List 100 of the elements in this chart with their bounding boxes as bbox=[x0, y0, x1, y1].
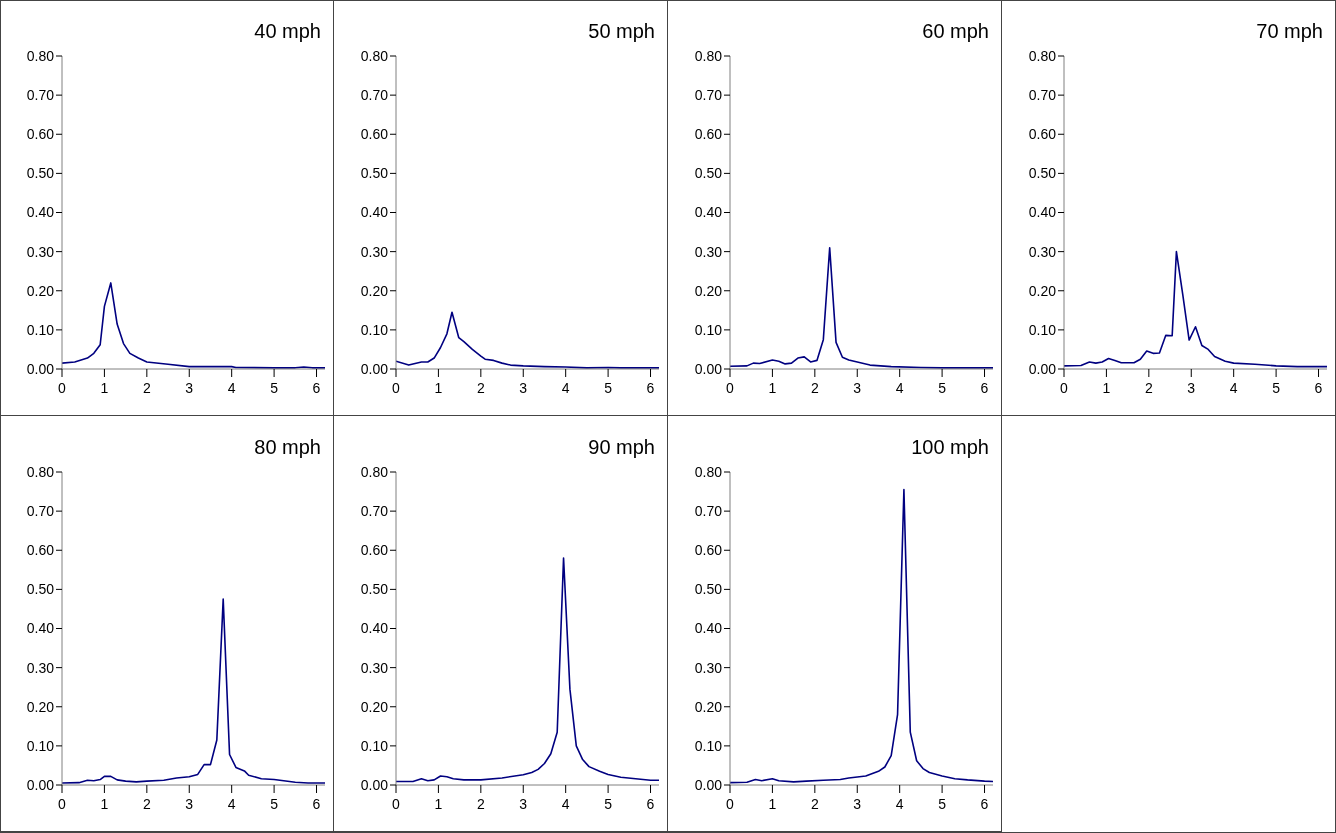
y-tick-label: 0.10 bbox=[360, 321, 389, 338]
x-tick-label: 3 bbox=[519, 379, 528, 396]
x-tick-label: 3 bbox=[853, 379, 862, 396]
x-tick-label: 5 bbox=[604, 795, 613, 812]
y-tick-label: 0.30 bbox=[1028, 243, 1057, 260]
x-tick-label: 6 bbox=[646, 795, 655, 812]
y-tick-label: 0.20 bbox=[360, 698, 389, 715]
x-tick-label: 3 bbox=[185, 795, 194, 812]
x-tick-label: 5 bbox=[270, 795, 279, 812]
x-tick-label: 4 bbox=[227, 379, 236, 396]
y-tick-label: 0.00 bbox=[694, 776, 723, 793]
x-tick-label: 0 bbox=[58, 795, 67, 812]
x-tick-label: 5 bbox=[938, 379, 947, 396]
y-tick-label: 0.30 bbox=[26, 659, 55, 676]
x-tick-label: 3 bbox=[853, 795, 862, 812]
y-tick-label: 0.40 bbox=[1028, 204, 1057, 221]
y-tick-label: 0.70 bbox=[26, 87, 55, 104]
x-tick-label: 2 bbox=[476, 795, 485, 812]
chart-title: 40 mph bbox=[254, 20, 321, 43]
x-tick-label: 3 bbox=[1187, 379, 1196, 396]
x-tick-label: 0 bbox=[726, 795, 735, 812]
x-tick-label: 3 bbox=[519, 795, 528, 812]
x-tick-label: 2 bbox=[810, 379, 819, 396]
x-tick-label: 5 bbox=[270, 379, 279, 396]
y-tick-label: 0.40 bbox=[694, 620, 723, 637]
y-tick-label: 0.70 bbox=[1028, 87, 1057, 104]
y-tick-label: 0.10 bbox=[360, 737, 389, 754]
y-tick-label: 0.40 bbox=[26, 204, 55, 221]
y-tick-label: 0.30 bbox=[360, 243, 389, 260]
y-tick-label: 0.20 bbox=[1028, 282, 1057, 299]
x-tick-label: 4 bbox=[1229, 379, 1238, 396]
y-tick-label: 0.80 bbox=[360, 463, 389, 480]
chart-title: 90 mph bbox=[588, 436, 655, 459]
x-tick-label: 4 bbox=[227, 795, 236, 812]
y-tick-label: 0.40 bbox=[694, 204, 723, 221]
y-tick-label: 0.70 bbox=[360, 503, 389, 520]
y-tick-label: 0.20 bbox=[694, 282, 723, 299]
y-tick-label: 0.20 bbox=[360, 282, 389, 299]
x-tick-label: 2 bbox=[476, 379, 485, 396]
y-tick-label: 0.30 bbox=[694, 243, 723, 260]
x-tick-label: 6 bbox=[980, 795, 989, 812]
x-tick-label: 1 bbox=[100, 379, 109, 396]
y-tick-label: 0.80 bbox=[360, 47, 389, 64]
chart-title: 70 mph bbox=[1256, 20, 1323, 43]
y-tick-label: 0.80 bbox=[26, 47, 55, 64]
x-tick-label: 0 bbox=[1060, 379, 1069, 396]
x-tick-label: 6 bbox=[980, 379, 989, 396]
x-tick-label: 0 bbox=[58, 379, 67, 396]
y-tick-label: 0.10 bbox=[694, 737, 723, 754]
chart-title: 80 mph bbox=[254, 436, 321, 459]
x-tick-label: 4 bbox=[561, 379, 570, 396]
y-tick-label: 0.30 bbox=[694, 659, 723, 676]
y-tick-label: 0.50 bbox=[694, 165, 723, 182]
y-tick-label: 0.60 bbox=[360, 126, 389, 143]
x-tick-label: 1 bbox=[100, 795, 109, 812]
y-tick-label: 0.40 bbox=[26, 620, 55, 637]
y-tick-label: 0.80 bbox=[1028, 47, 1057, 64]
y-tick-label: 0.70 bbox=[360, 87, 389, 104]
y-tick-label: 0.60 bbox=[360, 542, 389, 559]
x-tick-label: 6 bbox=[646, 379, 655, 396]
y-tick-label: 0.80 bbox=[694, 463, 723, 480]
x-tick-label: 6 bbox=[312, 379, 321, 396]
chart-title: 100 mph bbox=[911, 436, 989, 459]
y-tick-label: 0.50 bbox=[1028, 165, 1057, 182]
x-tick-label: 5 bbox=[938, 795, 947, 812]
x-tick-label: 2 bbox=[142, 379, 151, 396]
y-tick-label: 0.70 bbox=[26, 503, 55, 520]
y-tick-label: 0.30 bbox=[26, 243, 55, 260]
x-tick-label: 4 bbox=[895, 795, 904, 812]
x-tick-label: 4 bbox=[895, 379, 904, 396]
y-tick-label: 0.30 bbox=[360, 659, 389, 676]
x-tick-label: 6 bbox=[1314, 379, 1323, 396]
x-tick-label: 5 bbox=[604, 379, 613, 396]
x-tick-label: 2 bbox=[142, 795, 151, 812]
y-tick-label: 0.00 bbox=[360, 360, 389, 377]
y-tick-label: 0.60 bbox=[694, 542, 723, 559]
y-tick-label: 0.10 bbox=[26, 321, 55, 338]
x-tick-label: 1 bbox=[434, 795, 443, 812]
chart-title: 50 mph bbox=[588, 20, 655, 43]
x-tick-label: 0 bbox=[392, 795, 401, 812]
y-tick-label: 0.80 bbox=[694, 47, 723, 64]
x-tick-label: 0 bbox=[392, 379, 401, 396]
y-tick-label: 0.50 bbox=[26, 165, 55, 182]
chart-title: 60 mph bbox=[922, 20, 989, 43]
y-tick-label: 0.50 bbox=[360, 581, 389, 598]
y-tick-label: 0.50 bbox=[694, 581, 723, 598]
y-tick-label: 0.00 bbox=[26, 360, 55, 377]
y-tick-label: 0.60 bbox=[694, 126, 723, 143]
y-tick-label: 0.50 bbox=[360, 165, 389, 182]
y-tick-label: 0.80 bbox=[26, 463, 55, 480]
x-tick-label: 6 bbox=[312, 795, 321, 812]
y-tick-label: 0.10 bbox=[694, 321, 723, 338]
y-tick-label: 0.60 bbox=[26, 126, 55, 143]
x-tick-label: 2 bbox=[1144, 379, 1153, 396]
y-tick-label: 0.60 bbox=[26, 542, 55, 559]
y-tick-label: 0.40 bbox=[360, 204, 389, 221]
y-tick-label: 0.20 bbox=[694, 698, 723, 715]
y-tick-label: 0.70 bbox=[694, 87, 723, 104]
y-tick-label: 0.00 bbox=[360, 776, 389, 793]
y-tick-label: 0.20 bbox=[26, 698, 55, 715]
